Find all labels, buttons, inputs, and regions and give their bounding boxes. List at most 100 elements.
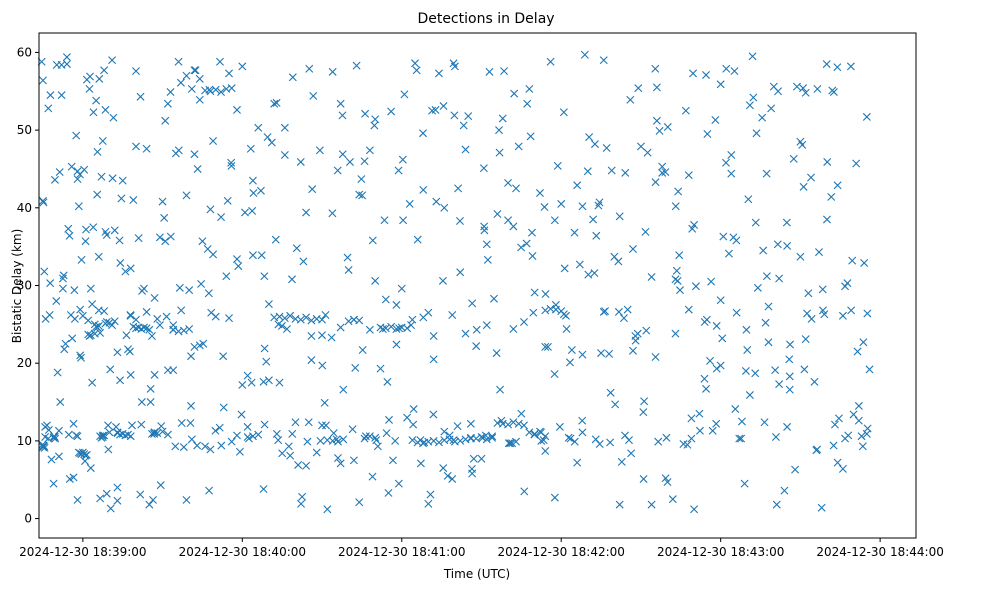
data-point <box>560 264 569 273</box>
data-point <box>288 275 296 284</box>
data-point <box>175 283 184 292</box>
data-point <box>215 423 224 432</box>
data-point <box>553 161 562 170</box>
data-point <box>288 73 297 82</box>
data-point <box>391 436 400 445</box>
data-point <box>260 272 269 281</box>
data-point <box>348 425 357 434</box>
data-point <box>321 311 330 320</box>
data-point <box>217 213 226 222</box>
data-point <box>382 429 391 438</box>
data-point <box>792 82 801 91</box>
data-point <box>846 62 855 71</box>
y-tick-label: 0 <box>24 512 32 526</box>
data-point <box>110 226 119 235</box>
data-point <box>262 357 271 366</box>
data-point <box>102 318 111 327</box>
data-point <box>426 490 435 499</box>
data-point <box>443 471 452 480</box>
data-point <box>296 315 305 324</box>
data-point <box>338 150 347 159</box>
data-point <box>687 434 696 443</box>
data-point <box>857 432 866 441</box>
data-point <box>67 162 76 171</box>
data-point <box>439 102 448 111</box>
data-point <box>429 410 438 419</box>
x-tick-label: 2024-12-30 18:39:00 <box>19 545 146 559</box>
data-point <box>810 377 819 386</box>
data-point <box>514 419 523 428</box>
data-point <box>365 432 374 441</box>
data-point <box>77 353 85 362</box>
data-point <box>584 270 593 279</box>
data-point <box>171 442 180 451</box>
data-point <box>592 231 601 240</box>
data-point <box>743 345 752 354</box>
data-point <box>136 490 145 499</box>
data-point <box>195 74 204 83</box>
data-point <box>113 483 122 492</box>
data-point <box>628 346 637 355</box>
data-point <box>187 84 196 93</box>
data-point <box>98 137 107 145</box>
data-point <box>70 286 79 295</box>
data-point <box>651 178 660 187</box>
data-point <box>439 464 448 473</box>
data-point <box>246 144 255 153</box>
data-point <box>623 305 632 314</box>
data-point <box>376 364 385 373</box>
data-point <box>412 66 421 75</box>
data-point <box>799 84 808 93</box>
data-point <box>298 492 307 501</box>
data-point <box>488 433 497 442</box>
data-point <box>328 67 337 76</box>
data-point <box>145 500 154 509</box>
data-point <box>179 443 188 452</box>
data-point <box>304 418 313 427</box>
data-point <box>783 422 792 431</box>
data-point <box>590 140 599 149</box>
data-point <box>95 74 104 83</box>
data-point <box>137 420 146 429</box>
data-point <box>102 489 111 498</box>
data-point <box>309 91 318 100</box>
data-point <box>580 50 589 59</box>
data-point <box>190 342 199 351</box>
data-point <box>695 409 704 418</box>
data-point <box>65 231 74 240</box>
data-point <box>307 332 316 340</box>
data-point <box>438 276 447 285</box>
data-point <box>349 456 358 465</box>
data-point <box>217 441 226 450</box>
data-point <box>370 121 379 130</box>
data-point <box>852 159 861 168</box>
data-point <box>539 436 548 445</box>
data-point <box>472 434 481 443</box>
data-point <box>296 157 305 166</box>
data-point <box>50 433 59 441</box>
data-point <box>274 436 283 445</box>
data-point <box>98 431 107 440</box>
data-point <box>40 267 49 276</box>
data-point <box>77 255 86 264</box>
data-point <box>741 366 750 375</box>
data-point <box>498 114 507 123</box>
data-point <box>483 255 492 264</box>
data-point <box>764 302 773 311</box>
data-point <box>233 105 241 114</box>
data-point <box>169 366 178 375</box>
data-point <box>142 307 151 316</box>
data-point <box>468 469 477 478</box>
data-point <box>782 218 791 227</box>
data-point <box>136 92 145 101</box>
data-point <box>115 236 124 245</box>
data-point <box>132 67 140 76</box>
data-point <box>737 417 746 426</box>
data-point <box>187 352 196 361</box>
data-point <box>106 365 115 374</box>
data-point <box>88 378 97 387</box>
data-point <box>52 297 61 306</box>
data-point <box>384 488 393 497</box>
data-point <box>767 104 776 113</box>
